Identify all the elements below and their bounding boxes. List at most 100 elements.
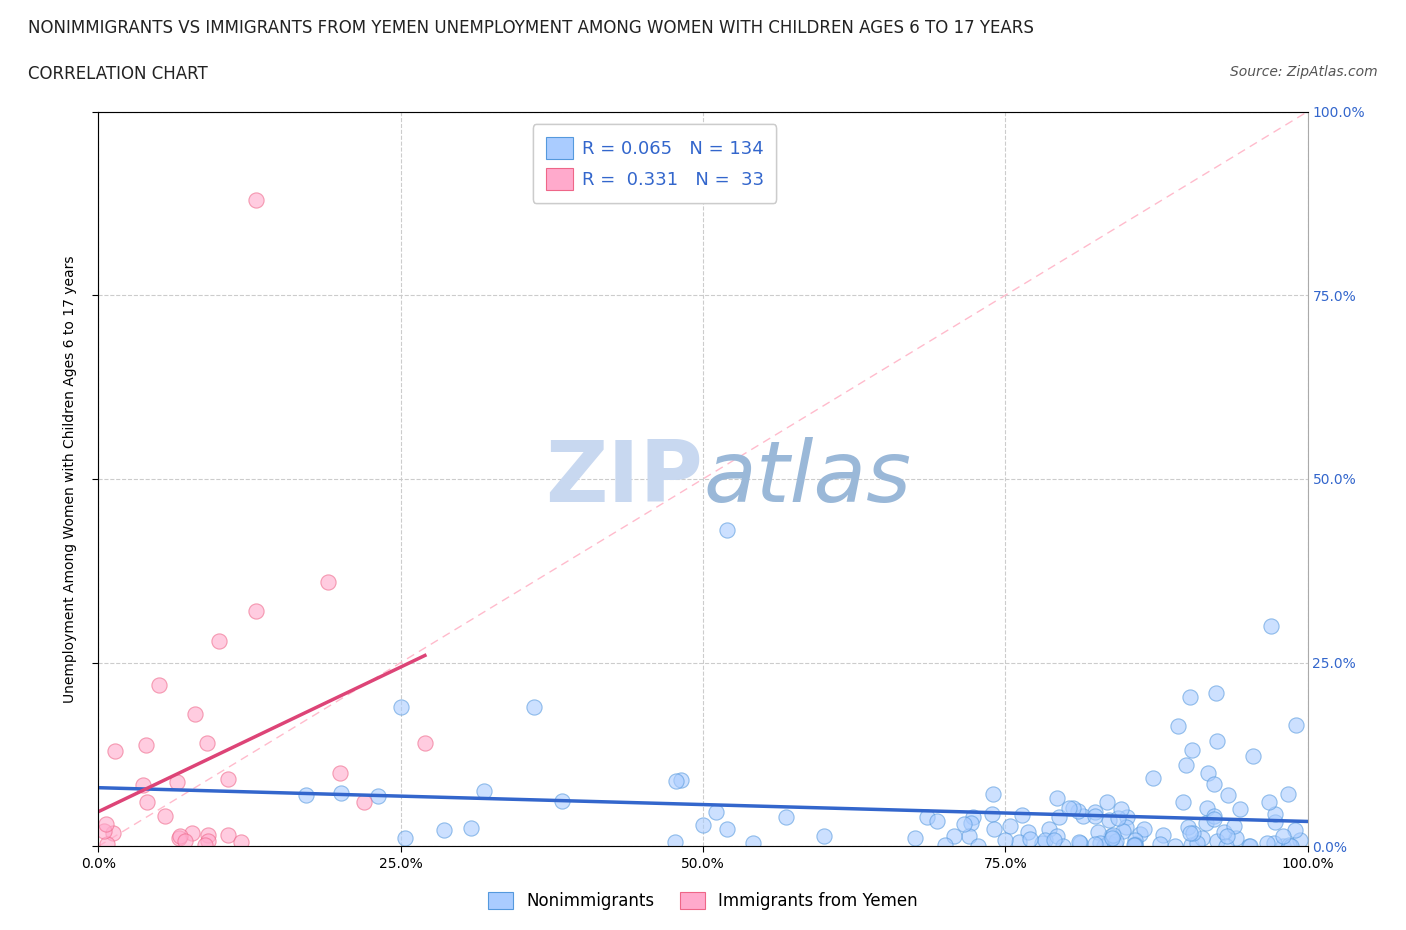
Point [981,806,1004,821]
Point [1164,838,1187,853]
Point [413,736,436,751]
Point [960,816,983,830]
Point [1149,836,1171,851]
Point [1047,810,1070,825]
Point [1216,829,1239,844]
Text: atlas: atlas [703,437,911,521]
Point [316,575,339,590]
Point [1181,825,1204,840]
Point [169,830,191,845]
Point [1260,618,1282,633]
Point [1202,808,1225,823]
Point [1197,801,1219,816]
Point [1115,810,1137,825]
Point [1202,777,1225,792]
Point [669,773,692,788]
Point [433,823,456,838]
Point [1191,830,1213,845]
Point [1216,788,1239,803]
Point [813,829,835,844]
Point [1031,836,1053,851]
Point [295,788,318,803]
Point [1059,801,1081,816]
Point [1256,835,1278,850]
Point [197,833,219,848]
Point [1069,835,1091,850]
Point [551,793,574,808]
Point [1092,838,1115,853]
Point [104,743,127,758]
Point [1264,806,1286,821]
Point [197,827,219,842]
Point [1046,829,1069,844]
Point [1142,771,1164,786]
Point [1084,804,1107,819]
Point [96,837,118,852]
Point [1229,802,1251,817]
Point [1178,825,1201,840]
Point [1195,816,1218,830]
Point [1129,827,1152,842]
Point [1115,819,1137,834]
Point [1112,823,1135,838]
Point [1177,819,1199,834]
Point [716,821,738,836]
Point [967,839,990,854]
Point [942,829,965,844]
Point [934,838,956,853]
Point [1123,832,1146,847]
Point [1180,690,1202,705]
Point [1011,807,1033,822]
Point [1052,839,1074,854]
Point [1017,825,1039,840]
Point [1187,836,1209,851]
Point [389,699,412,714]
Point [1069,835,1091,850]
Point [1105,834,1128,849]
Point [1222,818,1244,833]
Point [474,784,496,799]
Point [1225,830,1247,845]
Point [664,834,686,849]
Text: CORRELATION CHART: CORRELATION CHART [28,65,208,83]
Point [93,824,115,839]
Point [1008,834,1031,849]
Point [716,523,738,538]
Point [135,737,157,752]
Point [1239,839,1261,854]
Point [1088,835,1111,850]
Point [1107,811,1129,826]
Point [1019,831,1042,846]
Point [1258,794,1281,809]
Legend: Nonimmigrants, Immigrants from Yemen: Nonimmigrants, Immigrants from Yemen [482,885,924,917]
Legend: R = 0.065   N = 134, R =  0.331   N =  33: R = 0.065 N = 134, R = 0.331 N = 33 [533,125,776,203]
Point [1264,815,1286,830]
Point [132,777,155,792]
Point [1271,829,1294,844]
Point [1237,838,1260,853]
Point [1284,822,1306,837]
Point [94,817,117,831]
Point [1000,818,1022,833]
Point [994,833,1017,848]
Point [329,786,352,801]
Point [394,830,416,845]
Point [1101,830,1123,845]
Point [904,830,927,845]
Text: NONIMMIGRANTS VS IMMIGRANTS FROM YEMEN UNEMPLOYMENT AMONG WOMEN WITH CHILDREN AG: NONIMMIGRANTS VS IMMIGRANTS FROM YEMEN U… [28,19,1033,36]
Point [148,677,170,692]
Point [460,820,482,835]
Point [1043,833,1066,848]
Point [1071,808,1094,823]
Point [1033,833,1056,848]
Point [1205,686,1227,701]
Point [1278,838,1301,853]
Point [1123,836,1146,851]
Point [1206,734,1229,749]
Point [983,821,1005,836]
Point [181,826,204,841]
Point [1281,839,1303,854]
Point [1098,835,1121,850]
Point [184,707,207,722]
Point [1288,833,1310,848]
